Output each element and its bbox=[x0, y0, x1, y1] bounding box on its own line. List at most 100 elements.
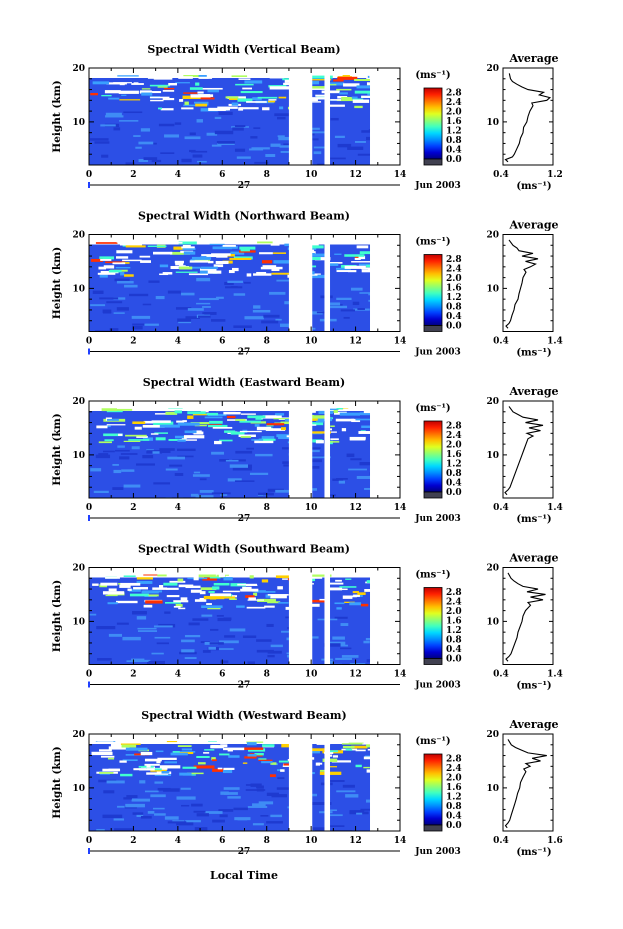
data-gap bbox=[288, 734, 313, 831]
heatmap-cell bbox=[263, 314, 280, 318]
heatmap-cell bbox=[306, 750, 320, 754]
heatmap-cell bbox=[360, 603, 369, 607]
heatmap-cell bbox=[357, 308, 365, 310]
panel-title: Spectral Width (Northward Beam) bbox=[138, 210, 350, 223]
avg-y-tick-label: 10 bbox=[486, 118, 499, 128]
heatmap-cell bbox=[107, 757, 115, 760]
heatmap-cell bbox=[138, 765, 154, 768]
x-tick-label: 8 bbox=[264, 337, 270, 347]
month-label: Jun 2003 bbox=[414, 181, 461, 191]
heatmap-cell bbox=[199, 490, 214, 493]
heatmap-cell bbox=[235, 83, 254, 86]
panel-1: Spectral Width (Vertical Beam) 0 2 4 6 8 10 12 1… bbox=[51, 43, 563, 192]
heatmap-cell bbox=[355, 418, 374, 421]
avg-y-tick-label: 10 bbox=[486, 617, 499, 627]
heatmap-cell bbox=[117, 75, 139, 77]
heatmap-cell bbox=[258, 758, 267, 761]
heatmap-cell bbox=[100, 259, 112, 261]
heatmap-cell bbox=[208, 646, 216, 650]
heatmap-cell bbox=[95, 454, 111, 459]
heatmap-cell bbox=[336, 297, 352, 301]
heatmap-cell bbox=[211, 492, 231, 495]
y-tick-label: 20 bbox=[72, 64, 85, 74]
heatmap-cell bbox=[193, 577, 199, 581]
heatmap-cell bbox=[251, 590, 266, 592]
heatmap-cell bbox=[106, 82, 127, 85]
heatmap-cell bbox=[332, 755, 338, 758]
heatmap-cell bbox=[239, 430, 262, 433]
heatmap-cell bbox=[336, 270, 349, 273]
heatmap-cell bbox=[108, 633, 123, 637]
heatmap-cell bbox=[255, 453, 273, 457]
heatmap-cell bbox=[309, 418, 325, 421]
heatmap-cell bbox=[343, 316, 350, 319]
panel-title: Spectral Width (Southward Beam) bbox=[138, 543, 350, 556]
heatmap-cell bbox=[270, 244, 280, 246]
heatmap-cell bbox=[366, 799, 374, 803]
heatmap-cell bbox=[150, 99, 164, 102]
heatmap-cell bbox=[215, 260, 229, 265]
y-axis-label: Height (km) bbox=[51, 746, 63, 818]
heatmap-cell bbox=[334, 644, 348, 647]
heatmap-cell bbox=[336, 406, 343, 410]
heatmap-cell bbox=[163, 788, 180, 792]
heatmap-cell bbox=[331, 760, 351, 763]
heatmap-cell bbox=[106, 424, 126, 426]
heatmap-cell bbox=[269, 742, 284, 745]
heatmap-cell bbox=[147, 76, 161, 79]
x-tick-label: 14 bbox=[394, 337, 407, 347]
heatmap-cell bbox=[140, 751, 153, 756]
heatmap-cell bbox=[185, 820, 201, 823]
heatmap-cell bbox=[361, 425, 379, 428]
colorbar-tick-label: 2.8 bbox=[446, 422, 462, 432]
data-gap bbox=[288, 234, 313, 332]
heatmap-cell bbox=[272, 252, 287, 254]
colorbar-tick-label: 2.0 bbox=[446, 108, 462, 118]
heatmap-cell bbox=[235, 418, 246, 421]
heatmap-cell bbox=[157, 573, 167, 577]
heatmap-cell bbox=[349, 602, 362, 606]
heatmap-cell bbox=[112, 262, 126, 265]
heatmap-cell bbox=[309, 827, 328, 831]
heatmap-cell bbox=[150, 96, 170, 99]
heatmap-cell bbox=[204, 811, 223, 814]
x-tick-label: 8 bbox=[264, 670, 270, 680]
y-axis-label: Height (km) bbox=[51, 80, 63, 152]
heatmap-cell bbox=[114, 828, 133, 831]
heatmap-cell bbox=[328, 302, 341, 306]
heatmap-cell bbox=[327, 766, 338, 768]
heatmap-cell bbox=[206, 603, 212, 605]
heatmap-cell bbox=[139, 91, 162, 94]
heatmap-cell bbox=[190, 94, 211, 98]
heatmap-cell bbox=[353, 575, 365, 577]
average-title: Average bbox=[508, 385, 558, 398]
heatmap-cell bbox=[328, 408, 339, 411]
heatmap-cell bbox=[310, 447, 321, 449]
heatmap-cell bbox=[120, 773, 133, 777]
heatmap-cell bbox=[206, 254, 218, 258]
heatmap-cell bbox=[267, 100, 276, 103]
heatmap-cell bbox=[143, 581, 151, 583]
heatmap-cell bbox=[352, 591, 360, 594]
heatmap-cell bbox=[224, 635, 236, 638]
heatmap-cell bbox=[128, 439, 150, 441]
heatmap-cell bbox=[159, 765, 181, 769]
heatmap-cell bbox=[104, 439, 114, 442]
heatmap-cell bbox=[202, 312, 214, 315]
heatmap-cell bbox=[184, 634, 201, 638]
heatmap-cell bbox=[337, 76, 358, 80]
heatmap-cell bbox=[239, 420, 261, 423]
heatmap-cell bbox=[116, 250, 133, 254]
heatmap-cell bbox=[139, 768, 155, 771]
colorbar bbox=[423, 420, 443, 493]
colorbar-tick-label: 2.0 bbox=[446, 774, 462, 784]
heatmap-cell bbox=[398, 590, 400, 593]
heatmap-cell bbox=[225, 459, 239, 462]
average-unit: (ms⁻¹) bbox=[516, 348, 551, 359]
heatmap-cell bbox=[330, 425, 335, 427]
heatmap-cell bbox=[319, 769, 326, 772]
heatmap-cell bbox=[310, 127, 320, 130]
heatmap-cell bbox=[354, 74, 373, 77]
avg-y-tick-label: 10 bbox=[486, 284, 499, 294]
heatmap-cell bbox=[339, 586, 357, 588]
